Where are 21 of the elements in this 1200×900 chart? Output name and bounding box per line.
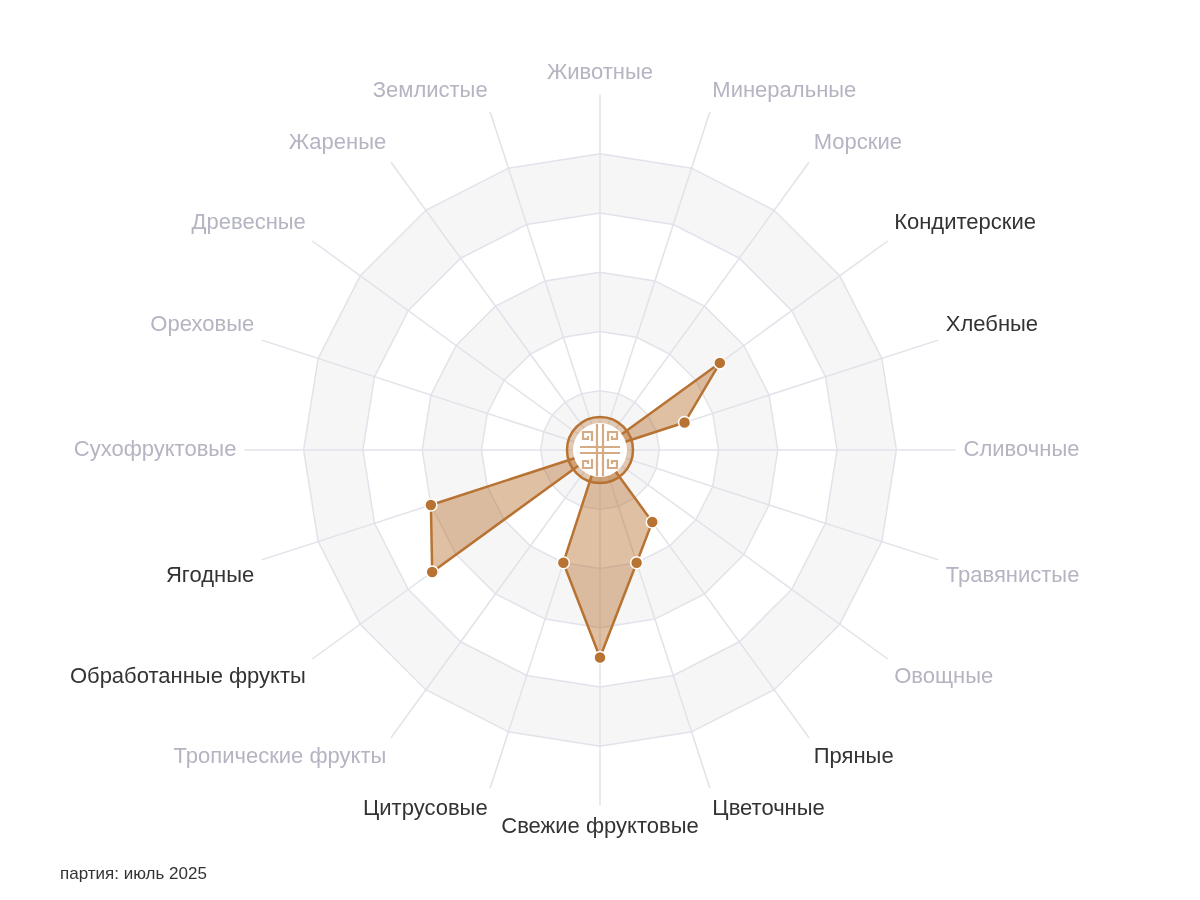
spoke-label: Цветочные (712, 795, 825, 821)
spoke-label: Хлебные (945, 310, 1039, 336)
spoke-label: Ореховые (150, 310, 255, 336)
spoke-label: Тропические фрукты (173, 743, 387, 769)
spoke-label: Морские (813, 128, 902, 154)
spoke-label: Древесные (191, 209, 306, 235)
spoke-label: Землистые (372, 77, 488, 103)
text: партия: июль 2025 (60, 864, 207, 884)
spoke-label: Минеральные (712, 77, 857, 103)
spoke-label: Пряные (813, 743, 894, 769)
spoke-label: Сливочные (963, 436, 1080, 462)
spoke-label: Ягодные (165, 561, 255, 587)
spoke-label: Животные (546, 59, 654, 85)
spoke-label: Кондитерские (894, 209, 1036, 235)
spoke-label: Цитрусовые (363, 795, 488, 821)
spoke-label: Обработанные фрукты (69, 662, 306, 688)
spoke-label: Травянистые (945, 561, 1080, 587)
spoke-label: Свежие фруктовые (501, 812, 699, 838)
spoke-label: Сухофруктовые (73, 436, 237, 462)
spoke-label: Жареные (288, 128, 387, 154)
spoke-label: Овощные (894, 662, 994, 688)
